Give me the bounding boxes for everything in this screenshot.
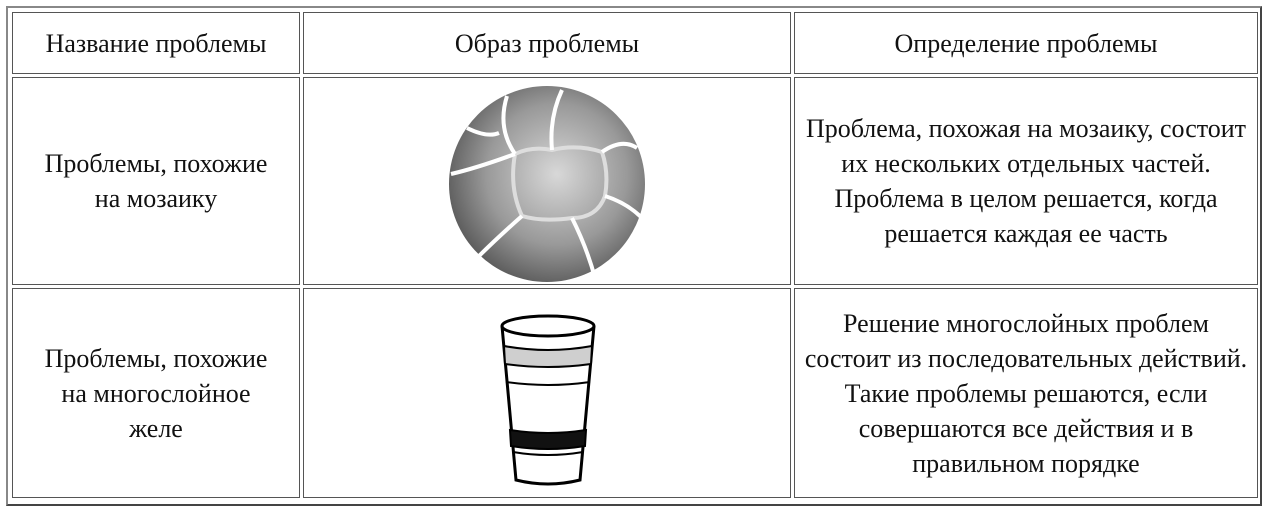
mosaic-icon <box>449 86 645 282</box>
jelly-icon <box>500 314 596 486</box>
problem-definition: Решение многослойных проблем состоит из … <box>794 288 1258 498</box>
header-cell: Определение проблемы <box>794 12 1258 74</box>
image-cell <box>303 77 791 285</box>
problem-name: Проблемы, похожие на мозаику <box>12 77 300 285</box>
header-cell: Название проблемы <box>12 12 300 74</box>
problem-name: Проблемы, похожие на многослойное желе <box>12 288 300 498</box>
page: Название проблемы Образ проблемы Определ… <box>6 6 1262 506</box>
problem-definition: Проблема, похожая на мозаику, состоит их… <box>794 77 1258 285</box>
header-cell: Образ проблемы <box>303 12 791 74</box>
